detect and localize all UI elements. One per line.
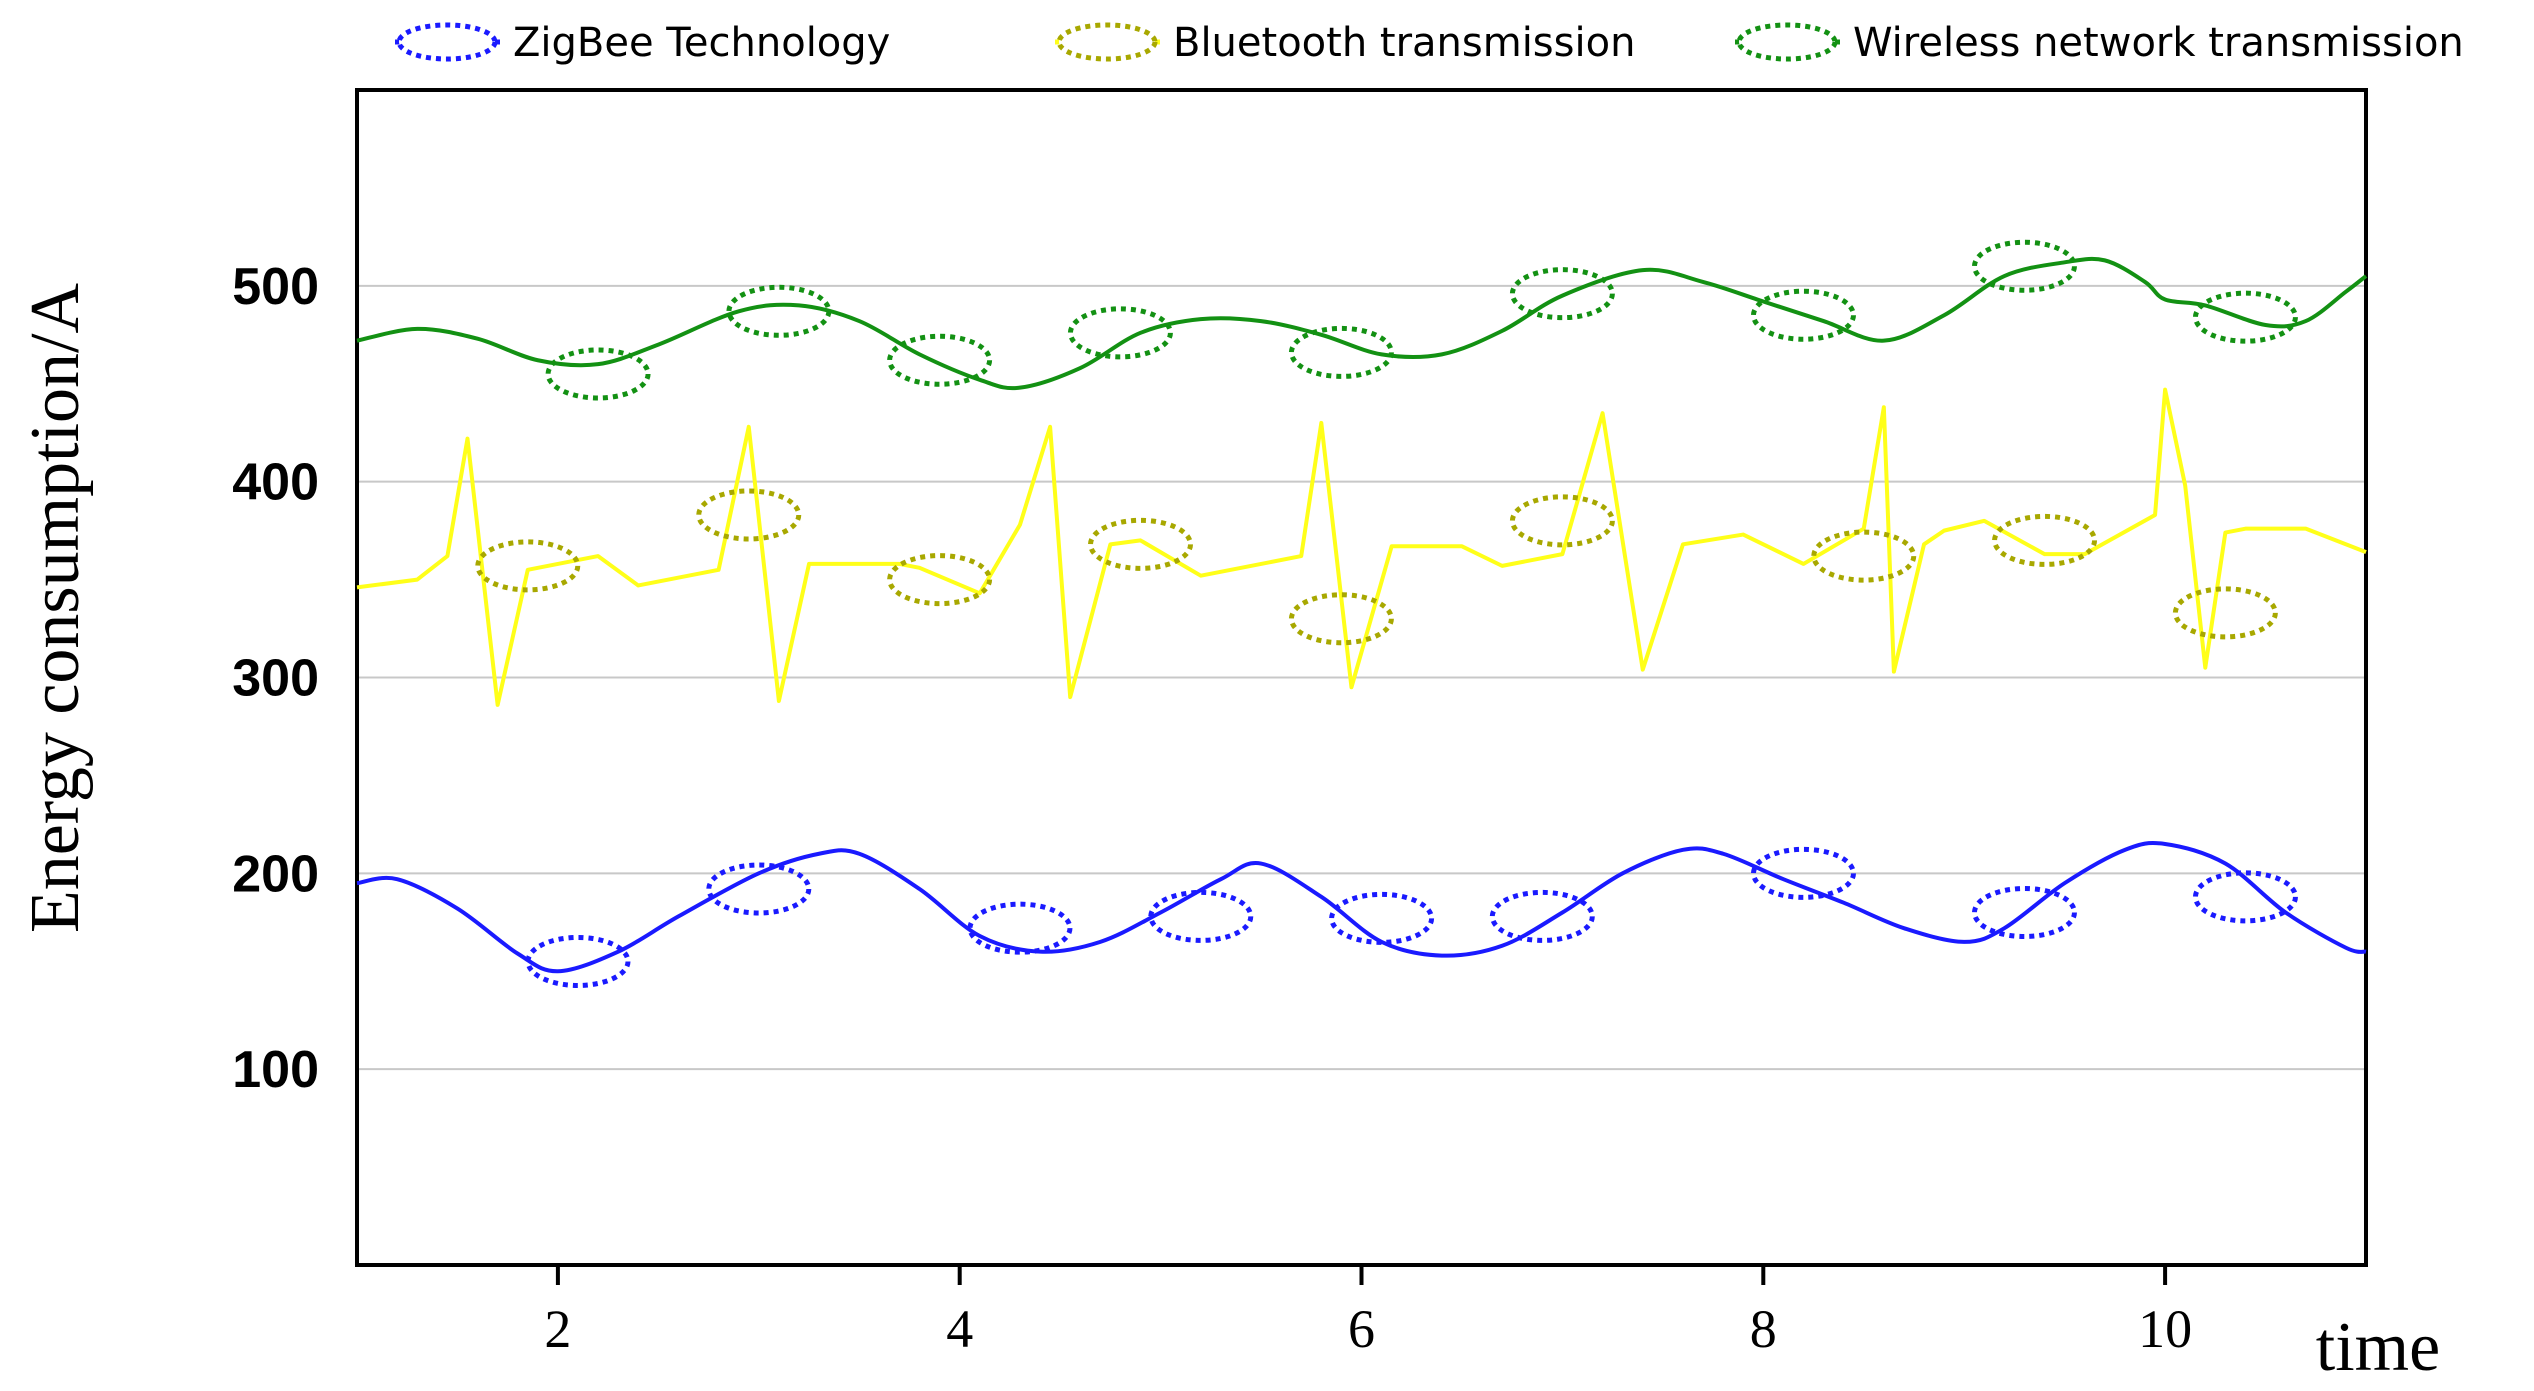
y-tick-label: 200 xyxy=(232,845,319,903)
y-tick-label: 300 xyxy=(232,650,319,708)
series-marker xyxy=(726,284,832,338)
series-2 xyxy=(356,387,2367,707)
series-marker xyxy=(1148,889,1254,943)
series-marker xyxy=(696,488,802,542)
series-1 xyxy=(356,840,2367,988)
series-line xyxy=(356,840,2367,974)
legend-item: Wireless network transmission xyxy=(1735,20,2464,66)
series-marker xyxy=(1992,513,2098,567)
series-marker xyxy=(1509,267,1615,321)
x-axis: 2 4 6 8 10 xyxy=(544,1265,2192,1359)
series-marker xyxy=(1088,517,1194,571)
series-marker xyxy=(1971,239,2077,293)
series-marker xyxy=(1288,325,1394,379)
series-marker xyxy=(887,333,993,387)
x-tick-label: 10 xyxy=(2138,1299,2192,1359)
legend: ZigBee Technology Bluetooth transmission W… xyxy=(395,20,2464,66)
y-tick-label: 400 xyxy=(232,454,319,512)
x-tick-label: 4 xyxy=(946,1299,973,1359)
series-marker xyxy=(1750,288,1856,342)
legend-label: Wireless network transmission xyxy=(1853,20,2464,66)
series-layer xyxy=(356,239,2368,988)
legend-item: Bluetooth transmission xyxy=(1055,20,1635,66)
x-tick-label: 6 xyxy=(1348,1299,1375,1359)
series-marker xyxy=(525,934,631,988)
legend-label: Bluetooth transmission xyxy=(1173,20,1635,66)
series-marker xyxy=(1489,889,1595,943)
y-axis-title: Energy consumption/A xyxy=(17,283,94,933)
x-tick-label: 8 xyxy=(1750,1299,1777,1359)
legend-label: ZigBee Technology xyxy=(513,20,890,66)
y-tick-label: 500 xyxy=(232,258,319,316)
series-marker xyxy=(1509,494,1615,548)
gridlines xyxy=(357,284,2366,1071)
legend-item: ZigBee Technology xyxy=(395,20,890,66)
series-marker xyxy=(706,862,812,916)
legend-swatch-marker xyxy=(1736,22,1838,62)
series-marker xyxy=(1329,891,1435,945)
series-marker xyxy=(967,901,1073,955)
series-line xyxy=(356,387,2367,707)
series-marker xyxy=(2192,870,2298,924)
series-marker xyxy=(1067,306,1173,360)
x-tick-label: 2 xyxy=(544,1299,571,1359)
legend-swatch-marker xyxy=(396,22,498,62)
y-axis: 100 200 300 400 500 xyxy=(232,258,319,1099)
series-marker xyxy=(2172,586,2278,640)
series-marker xyxy=(1971,886,2077,939)
series-marker xyxy=(1750,846,1856,900)
legend-swatch-marker xyxy=(1056,22,1158,62)
x-axis-title: time xyxy=(2316,1309,2440,1386)
series-line xyxy=(356,256,2368,391)
series-marker xyxy=(475,539,581,593)
series-3 xyxy=(356,239,2368,401)
series-marker xyxy=(1811,529,1917,583)
y-tick-label: 100 xyxy=(232,1041,319,1099)
series-marker xyxy=(2192,290,2298,344)
series-marker xyxy=(545,347,651,401)
series-marker xyxy=(887,553,993,607)
series-marker xyxy=(1288,592,1394,646)
